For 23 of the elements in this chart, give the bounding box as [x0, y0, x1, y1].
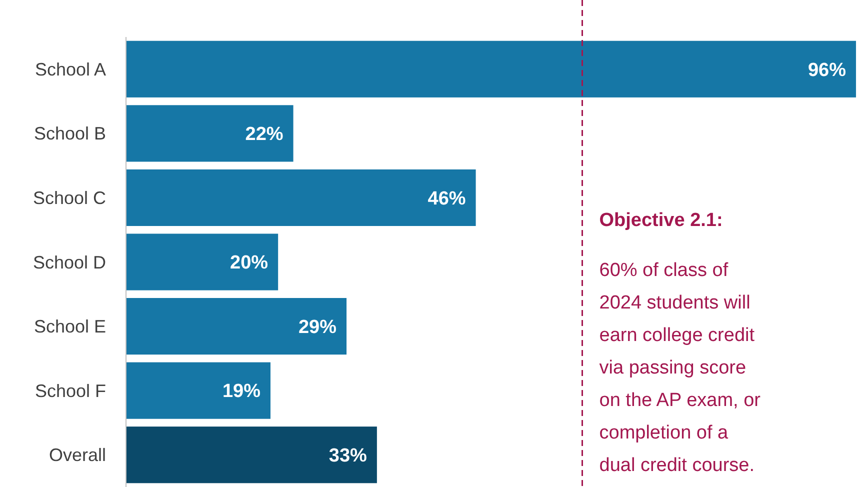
data-label: 29%	[298, 316, 337, 338]
bar	[126, 298, 347, 355]
y-tick-label: School A	[34, 59, 106, 80]
y-tick-label: School F	[34, 380, 106, 401]
data-label: 19%	[222, 381, 261, 402]
annotation: 60% of class of 2024 students will earn college credit via passing score on the AP exam, or completion of a dual credit course.	[599, 260, 762, 476]
data-label: 33%	[328, 446, 368, 467]
bar	[126, 169, 476, 226]
data-label: 46%	[428, 188, 466, 210]
y-tick-label: School D	[32, 252, 106, 272]
data-label: 96%	[808, 60, 846, 81]
y-tick-label: School E	[34, 316, 106, 337]
bar	[126, 40, 856, 98]
y-tick-label: School B	[34, 124, 106, 144]
bar	[126, 234, 278, 290]
bar	[126, 426, 377, 484]
data-label: 20%	[230, 252, 268, 274]
data-label: 22%	[245, 124, 284, 146]
y-tick-label: School C	[32, 188, 106, 208]
y-tick-label: Overall	[48, 445, 106, 466]
bar	[126, 362, 270, 419]
ref-line-label: Objective 2.1:	[599, 210, 723, 231]
bar	[126, 105, 294, 162]
